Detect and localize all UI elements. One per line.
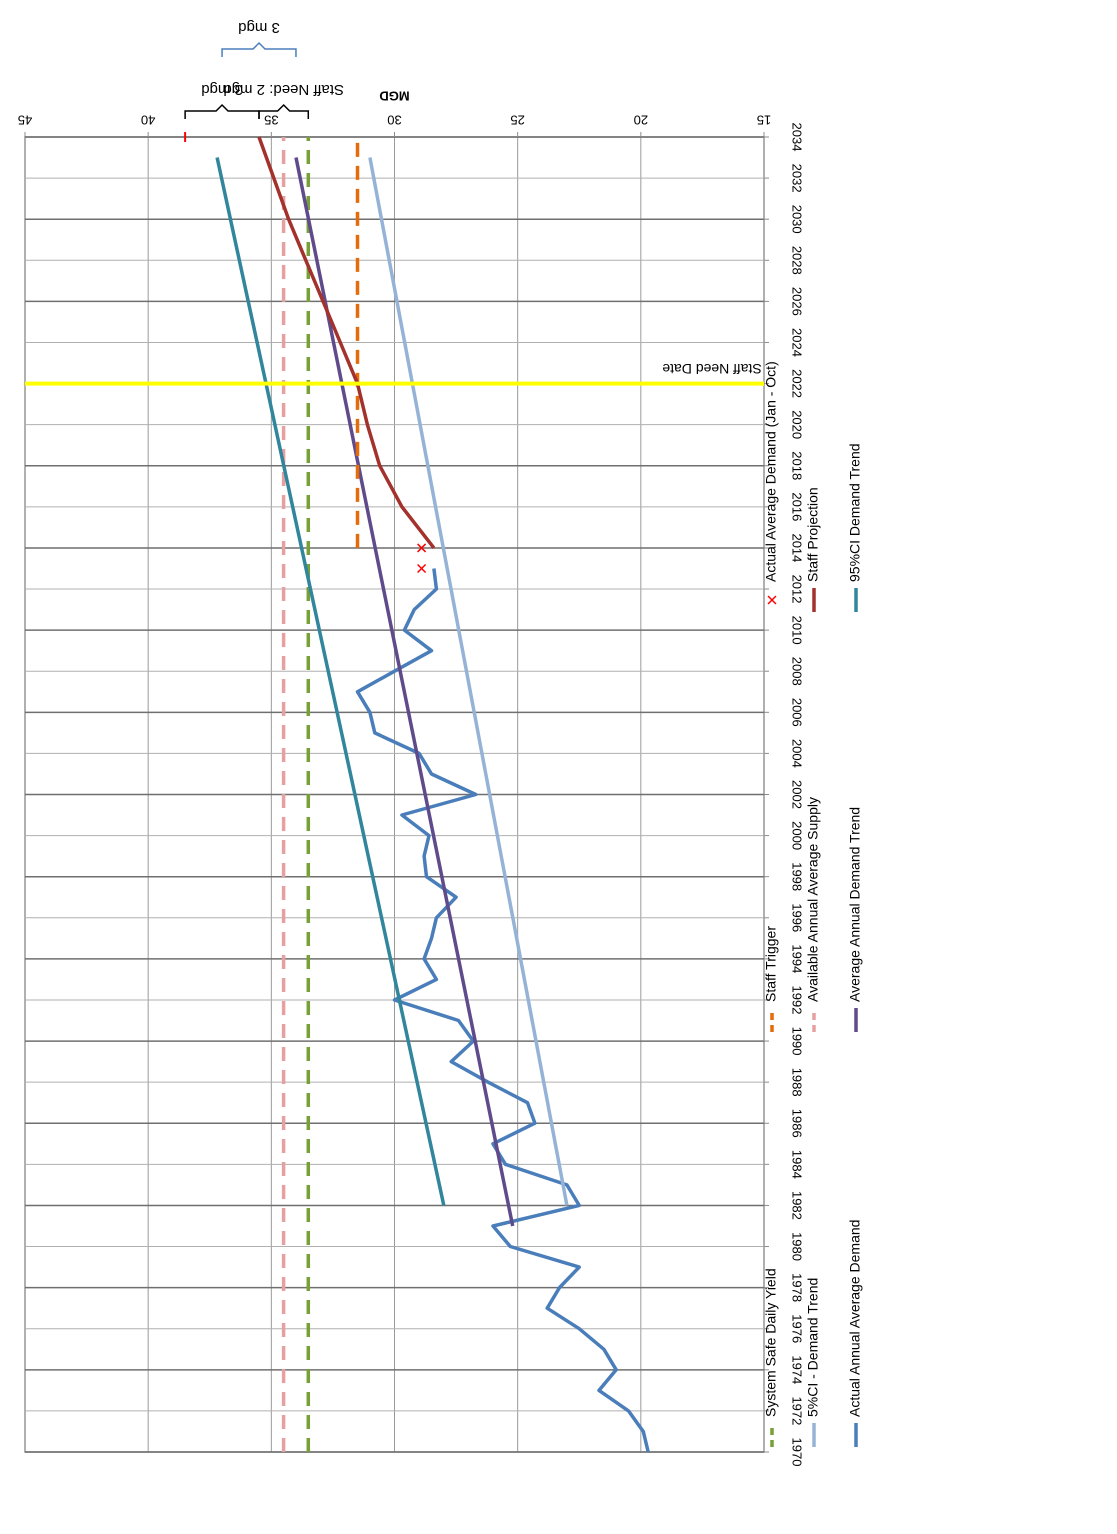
x-tick-label: 2026 [790, 287, 805, 316]
x-tick-label: 2020 [790, 410, 805, 439]
staff-need-date-label: Staff Need Date [662, 361, 762, 377]
x-tick-label: 1984 [790, 1150, 805, 1179]
legend-item: Actual Average Demand (Jan - Oct) [763, 361, 779, 605]
y-axis-title: MGD [379, 89, 409, 104]
bracket-label: Staff Need: 2 mgd [223, 81, 344, 98]
x-tick-label: 2012 [790, 575, 805, 604]
y-tick-label: 45 [18, 113, 32, 128]
legend-label: Staff Trigger [763, 926, 779, 1002]
legend-item: Staff Projection [805, 487, 821, 612]
x-tick-label: 2006 [790, 698, 805, 727]
x-tick-label: 2032 [790, 164, 805, 193]
x-tick-label: 1996 [790, 903, 805, 932]
y-tick-label: 40 [141, 113, 155, 128]
x-tick-label: 1994 [790, 944, 805, 973]
series-marker-x [417, 563, 427, 574]
legend-label: 5%CI - Demand Trend [805, 1278, 821, 1417]
series-line-95-ci-demand-trend [215, 157, 446, 1206]
legend-label: Staff Projection [805, 487, 821, 582]
x-tick-label: 2022 [790, 369, 805, 398]
x-tick-label: 1976 [790, 1314, 805, 1343]
x-tick-label: 2010 [790, 616, 805, 645]
legend-item: Actual Annual Average Demand [847, 1220, 863, 1447]
x-tick-label: 2014 [790, 533, 805, 562]
x-tick-label: 1986 [790, 1109, 805, 1138]
x-tick-label: 2008 [790, 657, 805, 686]
y-tick-label: 15 [757, 113, 771, 128]
bracket-label: 3 mgd [201, 81, 243, 98]
legend-label: Actual Average Demand (Jan - Oct) [763, 361, 779, 582]
x-tick-label: 1992 [790, 986, 805, 1015]
y-tick-label: 25 [510, 113, 524, 128]
x-tick-label: 2016 [790, 492, 805, 521]
legend-label: 95%CI Demand Trend [847, 443, 863, 582]
x-tick-label: 2030 [790, 205, 805, 234]
legend-label: System Safe Daily Yield [763, 1268, 779, 1417]
x-tick-label: 1982 [790, 1191, 805, 1220]
series-line-average-annual-demand-trend [294, 157, 515, 1227]
legend-item: Available Annual Average Supply [805, 797, 821, 1032]
x-tick-label: 2002 [790, 780, 805, 809]
legend-item: Staff Trigger [763, 926, 779, 1032]
series-line-staff-projection [257, 136, 436, 549]
x-tick-label: 1988 [790, 1068, 805, 1097]
x-tick-label: 1978 [790, 1273, 805, 1302]
x-tick-label: 2004 [790, 739, 805, 768]
y-tick-label: 35 [264, 113, 278, 128]
legend-item: 5%CI - Demand Trend [805, 1278, 821, 1447]
marker-stroke [417, 543, 427, 553]
bracket-label: 3 mgd [238, 19, 280, 36]
x-tick-label: 1970 [790, 1438, 805, 1467]
bracket-annotation: 3 mgd [221, 19, 297, 57]
x-tick-label: 1998 [790, 862, 805, 891]
x-tick-label: 2034 [790, 123, 805, 152]
legend-label: Average Annual Demand Trend [847, 807, 863, 1002]
x-tick-label: 2000 [790, 821, 805, 850]
legend-label: Available Annual Average Supply [805, 797, 821, 1002]
legend-item: 95%CI Demand Trend [847, 443, 863, 612]
bracket-annotation: 3 mgd [184, 81, 260, 119]
bracket-shape [221, 41, 297, 57]
x-tick-label: 2018 [790, 451, 805, 480]
legend-item: System Safe Daily Yield [763, 1268, 779, 1447]
bracket-shape [184, 103, 260, 119]
y-tick-label: 30 [387, 113, 401, 128]
y-tick-label: 20 [634, 113, 648, 128]
series-line-5-ci-demand-trend [368, 157, 569, 1206]
series-line-actual-annual-average-demand [355, 568, 650, 1453]
x-tick-label: 2028 [790, 246, 805, 275]
x-tick-label: 1990 [790, 1027, 805, 1056]
x-tick-label: 2024 [790, 328, 805, 357]
x-tick-label: 1972 [790, 1396, 805, 1425]
x-tick-label: 1974 [790, 1355, 805, 1384]
legend-item: Average Annual Demand Trend [847, 807, 863, 1032]
legend-marker [767, 595, 777, 605]
series-marker-x [417, 543, 427, 553]
legend-label: Actual Annual Average Demand [847, 1220, 863, 1417]
x-tick-label: 1980 [790, 1232, 805, 1261]
marker-stroke [417, 563, 427, 574]
